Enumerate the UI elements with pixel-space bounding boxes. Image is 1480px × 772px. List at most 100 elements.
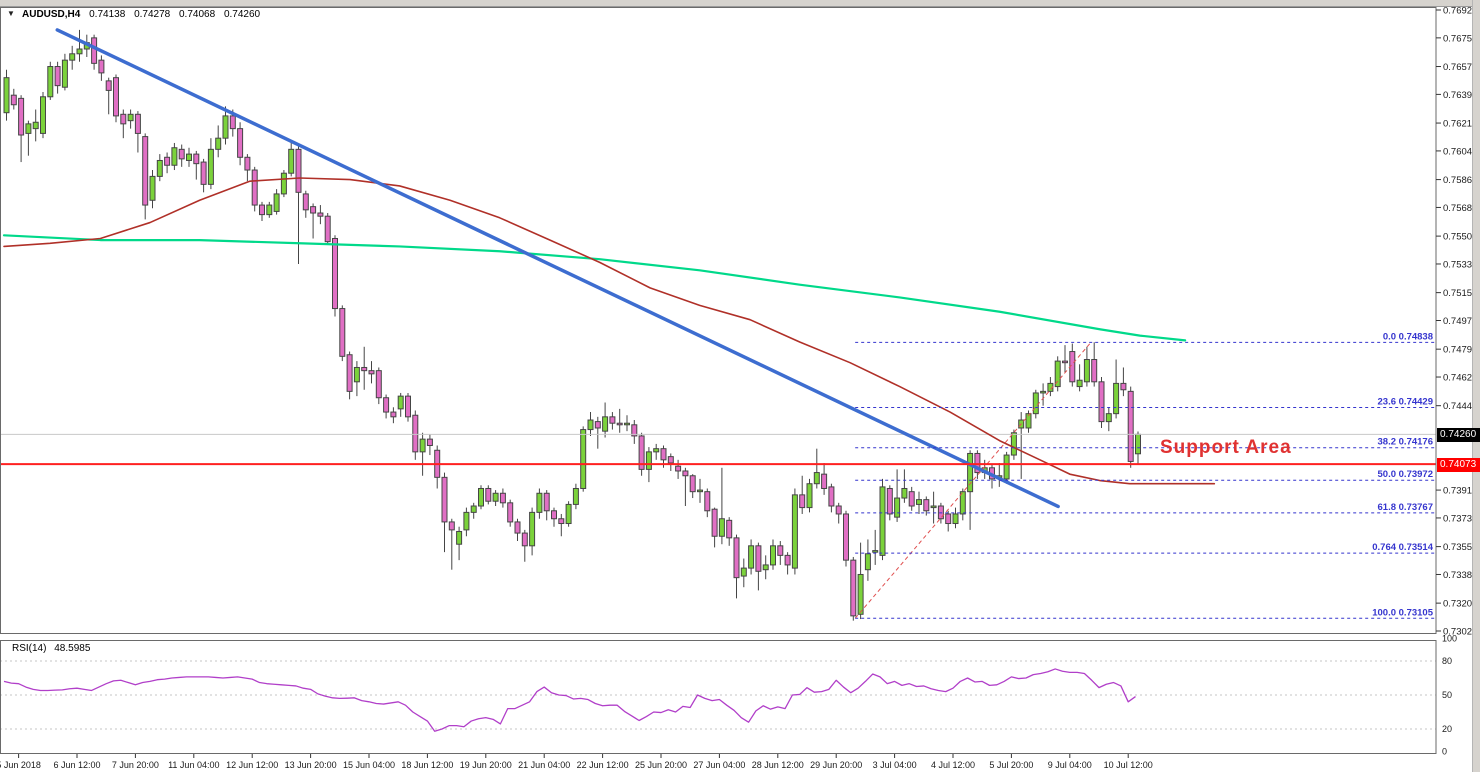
price-axis-label: 0.75150	[1443, 288, 1477, 299]
support-area-annotation[interactable]: Support Area	[1160, 437, 1292, 458]
candle-body	[748, 545, 755, 569]
candle-body	[1091, 359, 1098, 383]
candle-body	[207, 148, 214, 185]
price-axis-label: 0.73735	[1443, 513, 1477, 524]
time-axis-label: 12 Jun 12:00	[226, 760, 278, 770]
candle-body	[507, 502, 514, 523]
candle-body	[346, 354, 353, 392]
candle-body	[1040, 390, 1047, 394]
symbol-dropdown-icon[interactable]: ▼	[7, 9, 15, 18]
rsi-label: RSI(14)	[12, 643, 47, 654]
trendline[interactable]	[55, 28, 1060, 509]
candle-body	[215, 137, 222, 150]
candle-body	[353, 366, 360, 383]
close-value: 0.74260	[223, 9, 261, 20]
candle-body	[1025, 413, 1032, 429]
candle-body	[32, 121, 39, 130]
candle-body	[514, 521, 521, 534]
time-axis[interactable]	[0, 754, 1436, 772]
candle-body	[412, 414, 419, 453]
candle-body	[456, 530, 463, 545]
candle-body	[40, 96, 46, 134]
candle-body	[733, 537, 740, 579]
candle-body	[1120, 382, 1127, 391]
time-axis-label: 5 Jul 20:00	[989, 760, 1033, 770]
candle-body	[609, 416, 616, 424]
candle-body	[529, 511, 536, 547]
candle-body	[448, 521, 455, 531]
candle-body	[784, 554, 791, 566]
price-axis-label: 0.73555	[1443, 542, 1477, 553]
candle-body	[1098, 381, 1105, 423]
candle-body	[660, 448, 667, 461]
candle-body	[324, 215, 331, 243]
fib-level-label: 0.764 0.73514	[1372, 542, 1433, 553]
fib-level-label: 0.0 0.74838	[1383, 331, 1433, 342]
candle-body	[1083, 359, 1090, 383]
candle-body	[1062, 360, 1068, 364]
time-axis-label: 9 Jul 04:00	[1048, 760, 1092, 770]
rsi-scale-label: 100	[1442, 633, 1457, 643]
candle-body	[171, 147, 178, 166]
time-axis-label: 28 Jun 12:00	[752, 760, 804, 770]
candle-body	[908, 491, 915, 507]
candle-body	[229, 115, 236, 130]
time-axis-label: 3 Jul 04:00	[873, 760, 917, 770]
candle-body	[405, 395, 411, 418]
candle-body	[61, 59, 68, 88]
candle-body	[127, 113, 134, 122]
ma-green-line	[2, 234, 1187, 342]
candle-body	[850, 559, 857, 617]
ma-red-line	[3, 177, 1216, 485]
support-price-tag: 0.74073	[1437, 458, 1480, 472]
time-axis-label: 10 Jul 12:00	[1104, 760, 1153, 770]
candle-body	[426, 438, 433, 446]
candle-body	[251, 169, 258, 206]
candle-body	[667, 456, 674, 464]
price-axis-label: 0.74795	[1443, 345, 1477, 356]
symbol-ohlc-line: AUDUSD,H4 0.74138 0.74278 0.74068 0.7426…	[22, 9, 266, 20]
candle-body	[317, 212, 324, 217]
candle-body	[521, 532, 528, 547]
candle-body	[689, 475, 696, 493]
time-axis-label: 15 Jun 04:00	[343, 760, 395, 770]
candle-body	[945, 513, 952, 525]
candle-body	[1054, 360, 1061, 388]
candle-body	[631, 424, 638, 437]
candle-body	[10, 94, 17, 106]
candle-body	[616, 422, 623, 426]
candle-body	[565, 503, 572, 525]
fib-level-label: 23.6 0.74429	[1378, 396, 1433, 407]
candle-body	[645, 451, 652, 470]
candle-body	[193, 153, 200, 165]
candle-body	[332, 237, 338, 310]
candle-body	[857, 573, 864, 615]
candle-body	[280, 172, 287, 195]
candle-body	[551, 510, 557, 520]
time-axis-label: 7 Jun 20:00	[112, 760, 159, 770]
price-axis-label: 0.74440	[1443, 401, 1477, 412]
fib-diagonal-line[interactable]	[854, 341, 1092, 619]
candle-body	[441, 476, 448, 523]
candle-body	[543, 492, 550, 512]
candle-body	[558, 518, 565, 525]
candle-body	[69, 53, 76, 61]
candle-body	[726, 519, 733, 539]
candle-body	[704, 491, 711, 512]
time-axis-label: 5 Jun 2018	[0, 760, 41, 770]
time-axis-label: 29 Jun 20:00	[810, 760, 862, 770]
candle-body	[156, 159, 163, 177]
candle-body	[149, 175, 156, 201]
candle-body	[835, 505, 842, 515]
candle-body	[463, 511, 470, 531]
window-top-edge	[0, 0, 1480, 7]
fib-level-label: 38.2 0.74176	[1378, 437, 1433, 448]
candle-body	[952, 513, 959, 525]
candle-body	[120, 113, 127, 125]
candle-body	[339, 308, 346, 357]
price-axis-label: 0.74975	[1443, 316, 1477, 327]
candle-body	[361, 366, 368, 372]
candle-body	[923, 499, 930, 512]
pane-divider[interactable]	[0, 634, 1437, 640]
